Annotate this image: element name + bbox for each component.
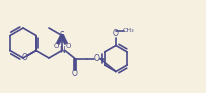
Text: O: O (53, 43, 59, 49)
Text: O: O (94, 54, 100, 63)
Text: N: N (59, 46, 65, 55)
Text: S: S (60, 31, 64, 40)
Text: O: O (72, 69, 78, 78)
Text: O: O (113, 29, 119, 38)
Text: O: O (65, 43, 71, 49)
Text: O: O (21, 53, 27, 62)
Text: CH₃: CH₃ (122, 28, 134, 33)
